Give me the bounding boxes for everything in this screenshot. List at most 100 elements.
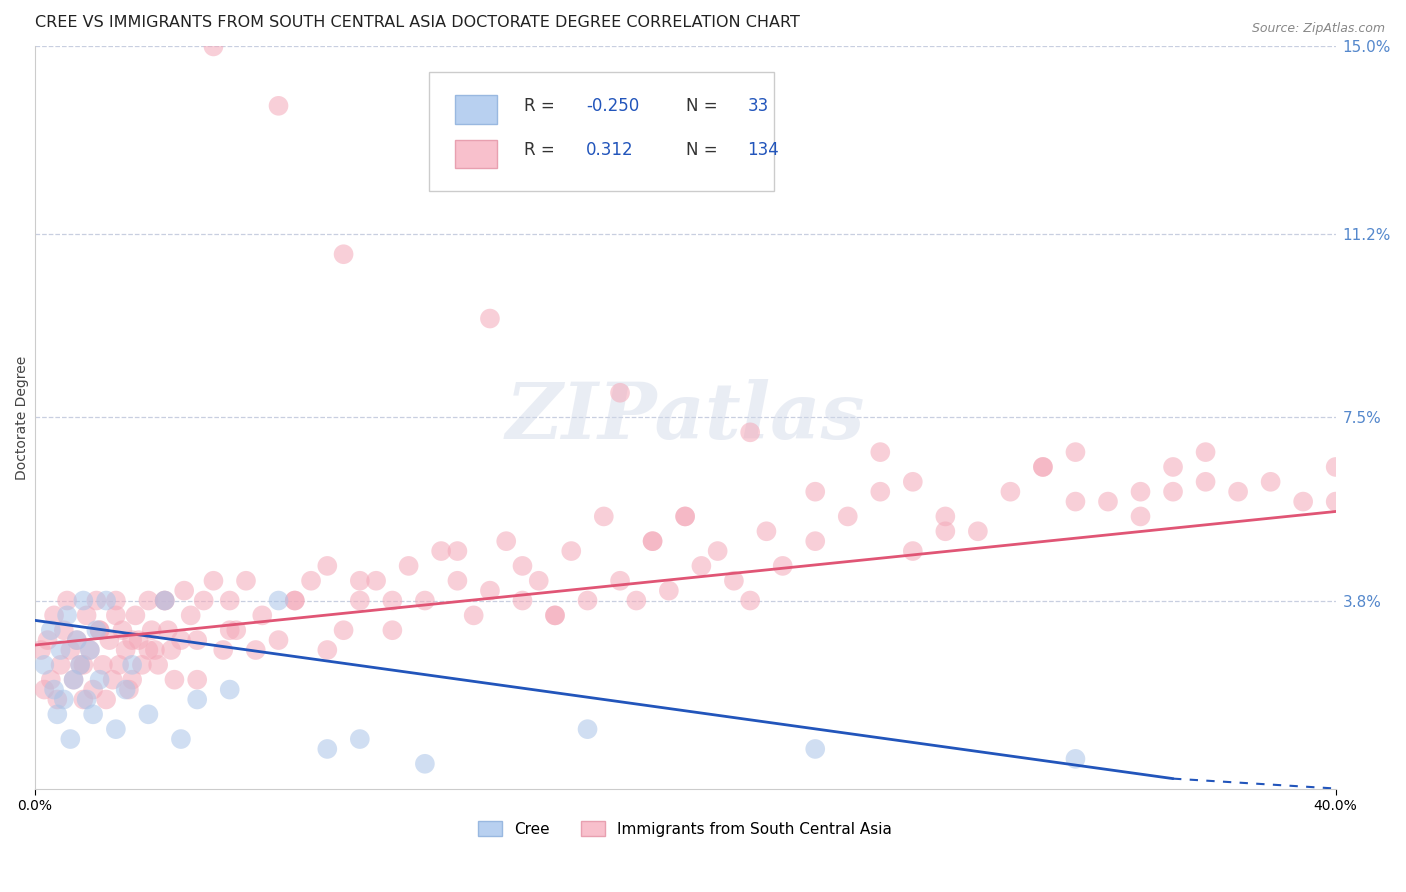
- Text: Source: ZipAtlas.com: Source: ZipAtlas.com: [1251, 22, 1385, 36]
- Point: [66, 633, 89, 648]
- Point: [299, 574, 322, 588]
- Point: [478, 583, 501, 598]
- Point: [156, 624, 179, 638]
- Point: [218, 682, 240, 697]
- Point: [121, 633, 143, 648]
- Point: [869, 484, 891, 499]
- Point: [46, 692, 69, 706]
- Point: [42, 608, 65, 623]
- Point: [1064, 752, 1087, 766]
- Text: 134: 134: [748, 141, 779, 160]
- Point: [364, 574, 387, 588]
- Point: [527, 574, 550, 588]
- Point: [72, 692, 94, 706]
- Point: [576, 593, 599, 607]
- Point: [869, 445, 891, 459]
- Point: [1032, 459, 1054, 474]
- Point: [772, 558, 794, 573]
- Point: [740, 593, 762, 607]
- Point: [59, 643, 82, 657]
- Point: [173, 583, 195, 598]
- Point: [62, 673, 84, 687]
- Point: [186, 633, 208, 648]
- Point: [124, 608, 146, 623]
- Point: [225, 624, 247, 638]
- Point: [349, 732, 371, 747]
- Point: [267, 593, 290, 607]
- Point: [163, 673, 186, 687]
- Point: [72, 657, 94, 672]
- Point: [1097, 494, 1119, 508]
- Point: [245, 643, 267, 657]
- Point: [218, 593, 240, 607]
- Point: [252, 608, 274, 623]
- Point: [34, 657, 56, 672]
- Point: [82, 707, 104, 722]
- Point: [86, 593, 108, 607]
- Point: [658, 583, 681, 598]
- Point: [91, 657, 114, 672]
- Point: [180, 608, 202, 623]
- Point: [478, 311, 501, 326]
- Point: [332, 624, 354, 638]
- Point: [381, 593, 404, 607]
- Text: R =: R =: [524, 97, 554, 115]
- Point: [114, 643, 136, 657]
- Point: [1260, 475, 1282, 489]
- Point: [153, 593, 176, 607]
- Point: [42, 682, 65, 697]
- Text: ZIPatlas: ZIPatlas: [505, 379, 865, 456]
- Point: [1064, 494, 1087, 508]
- Point: [1064, 445, 1087, 459]
- Point: [170, 633, 193, 648]
- FancyBboxPatch shape: [429, 72, 773, 191]
- Point: [966, 524, 988, 539]
- Point: [673, 509, 696, 524]
- Point: [592, 509, 614, 524]
- Point: [66, 633, 89, 648]
- Point: [56, 608, 79, 623]
- Point: [690, 558, 713, 573]
- Text: N =: N =: [686, 97, 718, 115]
- Point: [1324, 494, 1347, 508]
- Point: [413, 756, 436, 771]
- Point: [512, 558, 534, 573]
- Point: [267, 99, 290, 113]
- Point: [495, 534, 517, 549]
- Point: [52, 692, 75, 706]
- Point: [202, 39, 225, 54]
- Point: [86, 624, 108, 638]
- Point: [202, 574, 225, 588]
- Point: [89, 673, 111, 687]
- Point: [104, 608, 127, 623]
- Point: [332, 247, 354, 261]
- Point: [39, 624, 62, 638]
- Point: [1161, 484, 1184, 499]
- Point: [72, 593, 94, 607]
- Point: [512, 593, 534, 607]
- Point: [193, 593, 215, 607]
- Point: [706, 544, 728, 558]
- Point: [446, 574, 468, 588]
- Text: CREE VS IMMIGRANTS FROM SOUTH CENTRAL ASIA DOCTORATE DEGREE CORRELATION CHART: CREE VS IMMIGRANTS FROM SOUTH CENTRAL AS…: [35, 15, 800, 30]
- Point: [138, 643, 160, 657]
- Point: [1194, 445, 1216, 459]
- Point: [673, 509, 696, 524]
- Point: [121, 673, 143, 687]
- Point: [609, 574, 631, 588]
- Point: [218, 624, 240, 638]
- Text: 0.312: 0.312: [586, 141, 634, 160]
- Point: [186, 692, 208, 706]
- Bar: [454, 95, 496, 124]
- Point: [1000, 484, 1022, 499]
- Point: [284, 593, 307, 607]
- Point: [413, 593, 436, 607]
- Point: [146, 657, 169, 672]
- Point: [1129, 484, 1152, 499]
- Point: [118, 682, 141, 697]
- Point: [104, 722, 127, 736]
- Point: [837, 509, 859, 524]
- Point: [79, 643, 101, 657]
- Point: [576, 722, 599, 736]
- Point: [804, 534, 827, 549]
